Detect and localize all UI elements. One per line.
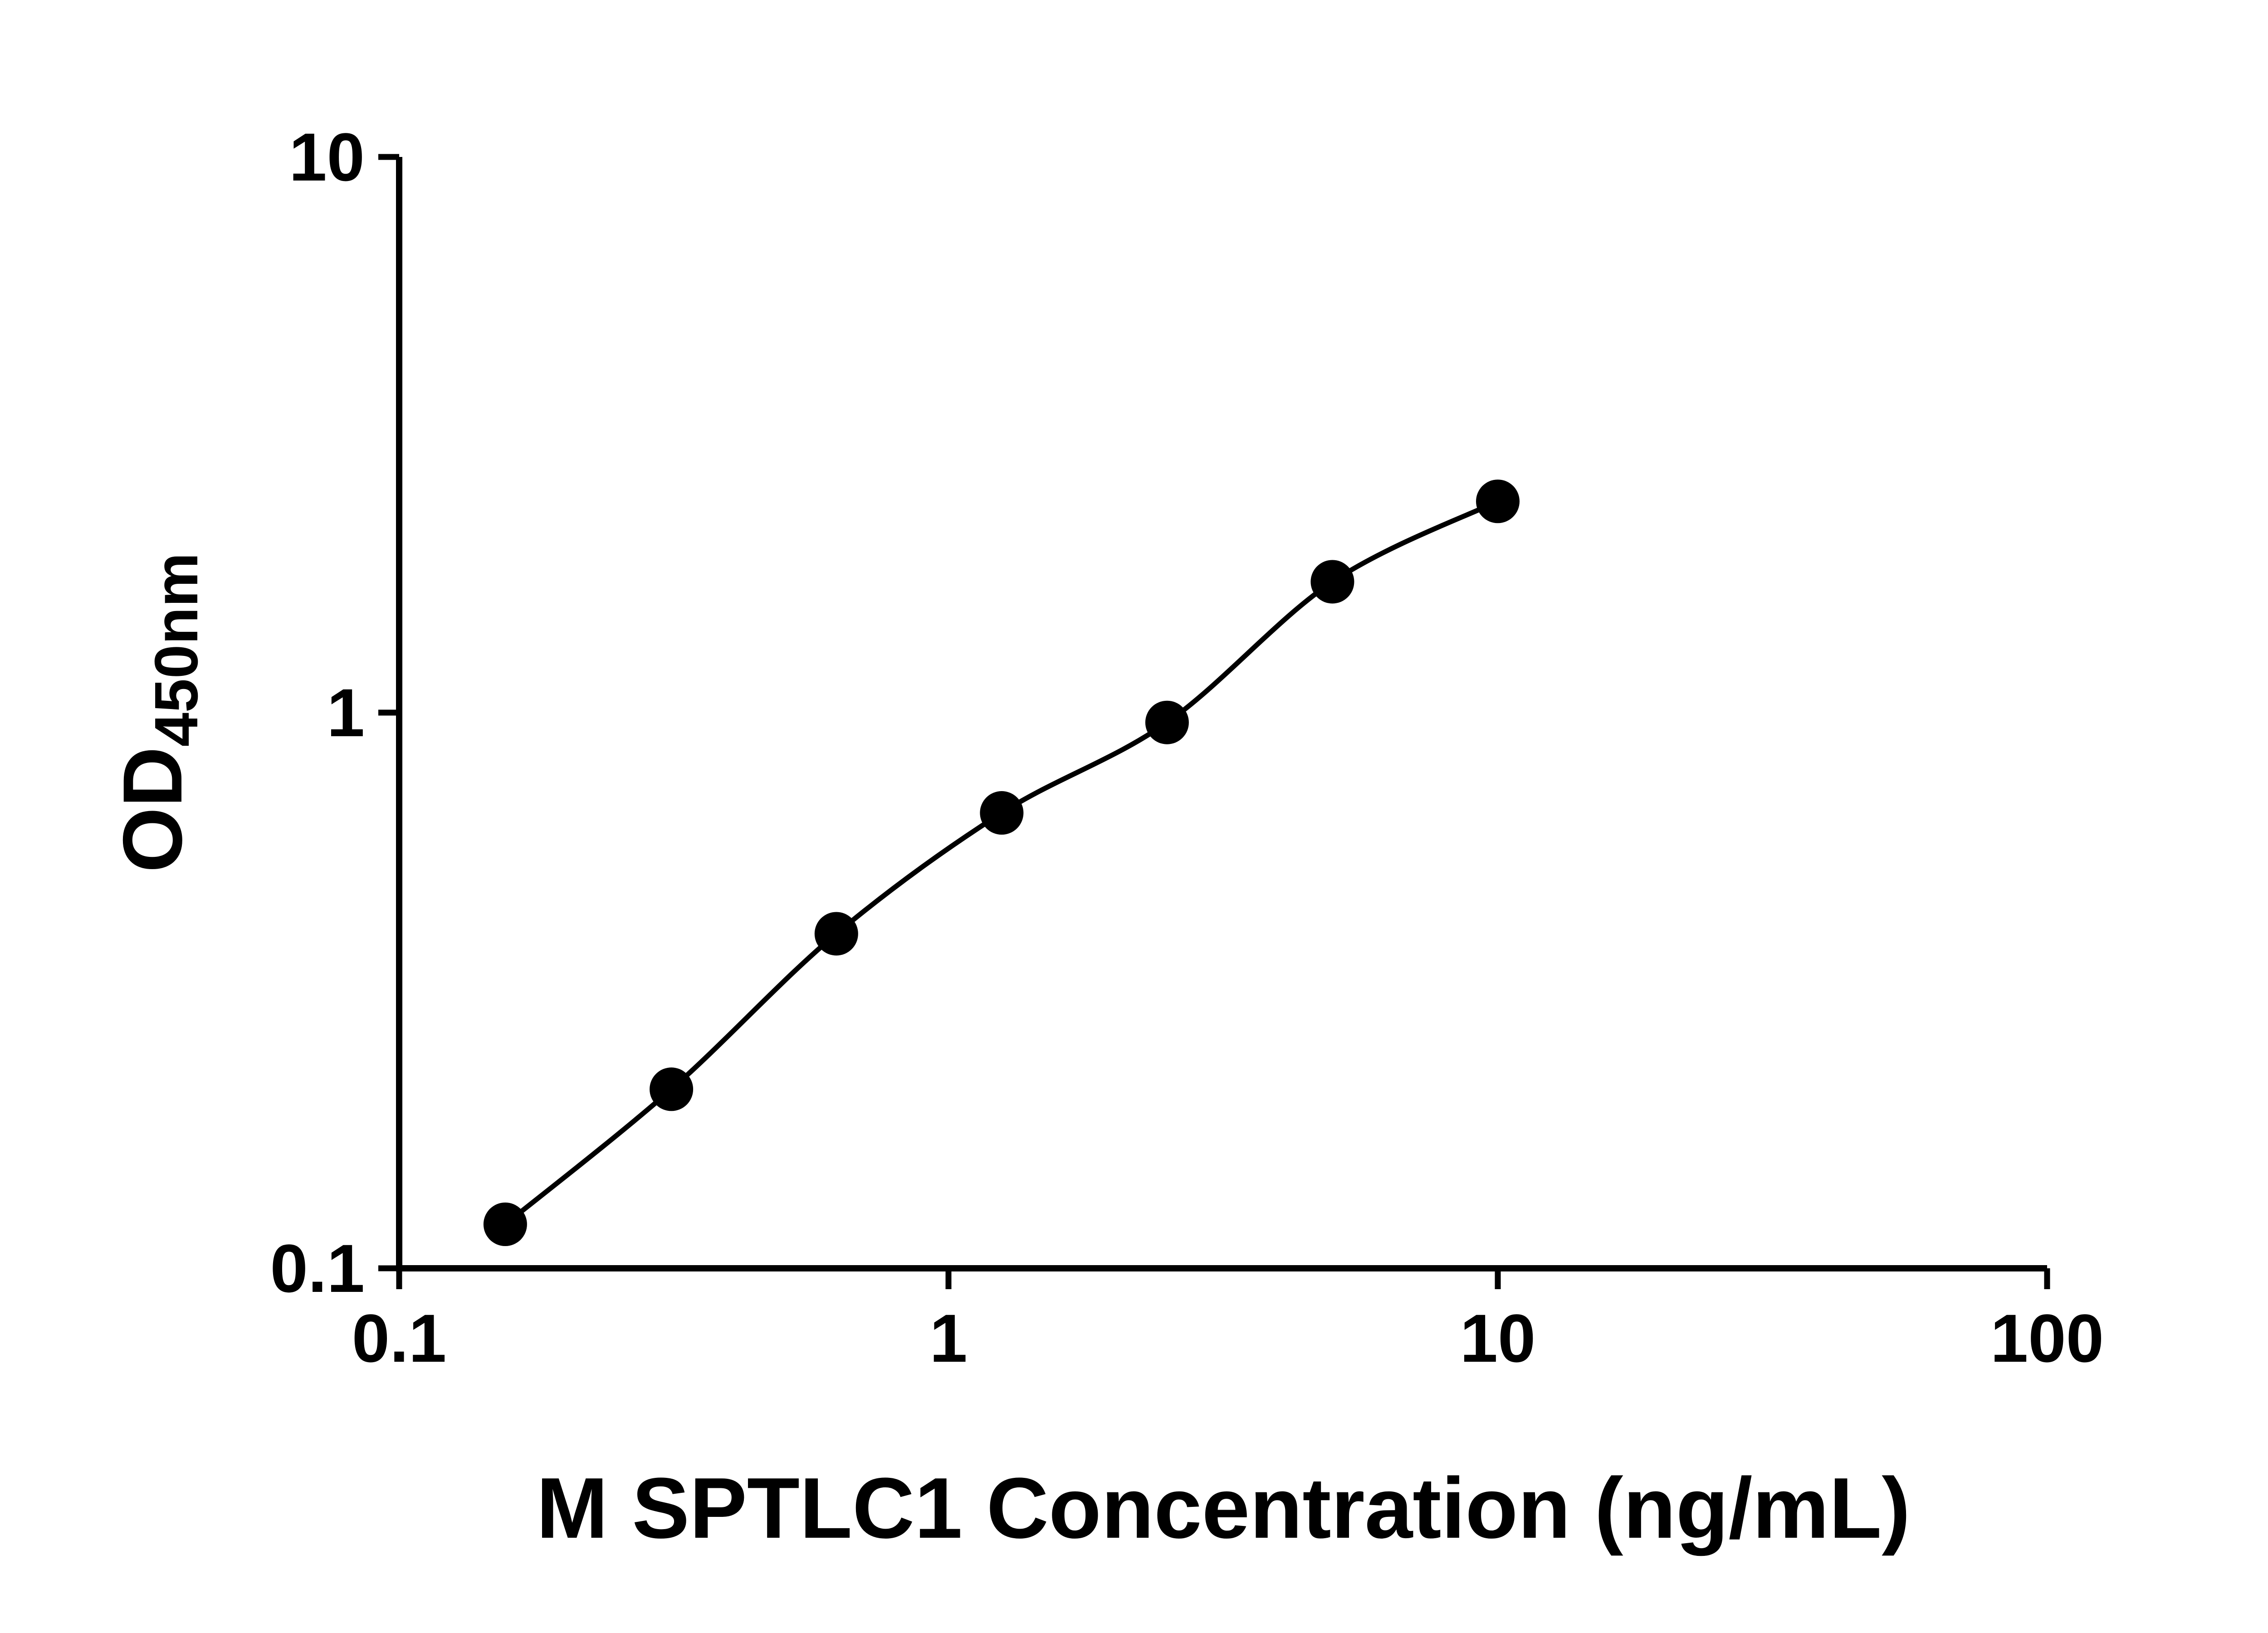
x-tick-label: 0.1	[352, 1300, 447, 1376]
y-tick-label: 1	[327, 675, 365, 751]
x-tick-label: 10	[1460, 1300, 1536, 1376]
x-axis-title: M SPTLC1 Concentration (ng/mL)	[536, 1460, 1910, 1556]
x-tick-label: 1	[929, 1300, 967, 1376]
y-axis-title-subscript: 450nm	[142, 552, 210, 747]
data-point-marker	[483, 1203, 527, 1247]
plot-layer: 0.1 1 10 100 0.1 1 10	[270, 119, 2104, 1376]
data-point-marker	[650, 1067, 694, 1111]
y-axis-title-main: OD	[106, 747, 200, 873]
y-tick-label: 10	[289, 119, 365, 195]
data-point-marker	[980, 791, 1024, 835]
data-point-marker	[1476, 479, 1520, 523]
y-tick-label: 0.1	[270, 1230, 365, 1306]
data-point-marker	[1145, 700, 1189, 744]
fitted-curve	[503, 499, 1501, 1227]
x-tick-label: 100	[1990, 1300, 2104, 1376]
axis-spines	[396, 157, 2047, 1271]
y-axis-title: OD450nm	[106, 552, 210, 872]
data-point-marker	[814, 912, 858, 956]
data-point-marker	[1310, 560, 1354, 604]
